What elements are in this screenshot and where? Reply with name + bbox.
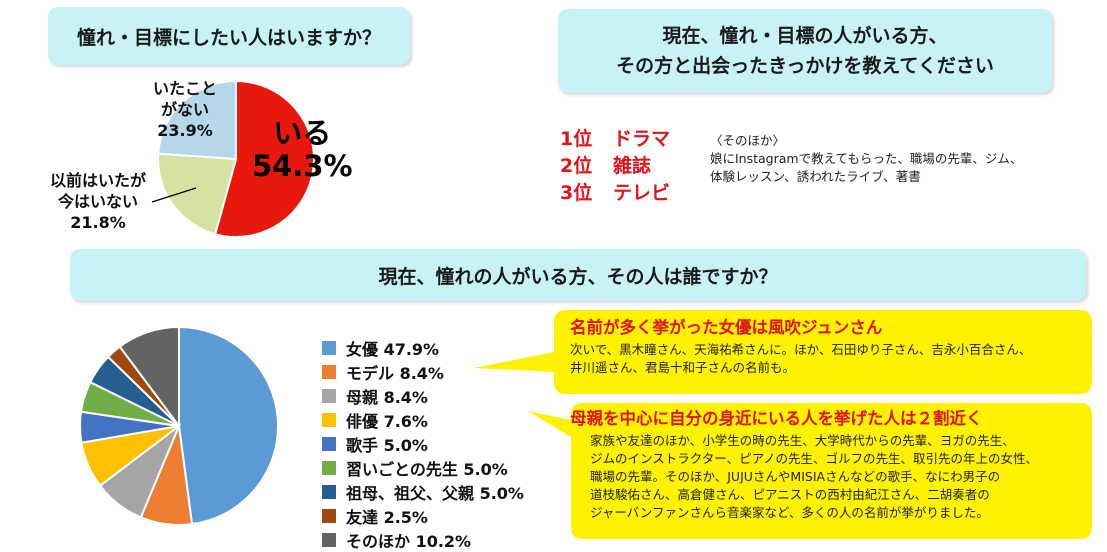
pie1-slice-1 — [157, 152, 238, 236]
callout-actress-line1: 次いで、黒木瞳さん、天海祐希さんに。ほか、石田ゆり子さん、吉永小百合さん、 — [570, 342, 1032, 357]
ranking-item-3: 3位 テレビ — [560, 178, 670, 205]
others-note: 〈そのほか〉 娘にInstagramで教えてもらった、職場の先輩、ジム、 体験レ… — [710, 132, 1070, 186]
legend-swatch — [322, 413, 336, 427]
legend-item-singer: 歌手 5.0% — [322, 432, 524, 456]
slice-label-never-pct: 23.9% — [157, 121, 213, 140]
legend-item-lesson-teacher: 習いごとの先生 5.0% — [322, 456, 524, 480]
callout-mother-title: 母親を中心に自分の身近にいる人を挙げた人は２割近く — [570, 409, 983, 428]
pie2-slice-7 — [106, 345, 180, 427]
callout-mother-line3: 職場の先輩。そのほか、JUJUさんやMISIAさんなどの歌手、なにわ男子の — [590, 469, 1001, 484]
question-header-3: 現在、憧れの人がいる方、その人は誰ですか？ — [70, 249, 1086, 301]
rank-position: 1位 — [560, 128, 593, 150]
callout-actress-title: 名前が多く挙がった女優は風吹ジュンさん — [570, 318, 883, 337]
callout-mother-line4: 道枝駿佑さん、高倉健さん、ピアニストの西村由紀江さん、二胡奏者の — [590, 487, 990, 502]
rank-name: テレビ — [613, 182, 671, 204]
legend-text: 俳優 7.6% — [346, 412, 428, 431]
legend-text: 母親 8.4% — [346, 388, 428, 407]
legend-text: 歌手 5.0% — [346, 436, 428, 455]
legend-swatch — [322, 341, 336, 355]
others-title: 〈そのほか〉 — [710, 133, 786, 148]
slice-label-never: いたこと がない 23.9% — [140, 78, 230, 141]
legend-text: そのほか 10.2% — [346, 532, 472, 551]
legend-text: モデル 8.4% — [346, 364, 444, 383]
others-line1: 娘にInstagramで教えてもらった、職場の先輩、ジム、 — [710, 151, 1023, 166]
rank-name: 雑誌 — [613, 155, 652, 177]
legend-item-actor: 俳優 7.6% — [322, 408, 524, 432]
slice-label-former-pct: 21.8% — [70, 213, 126, 232]
legend-item-friend: 友達 2.5% — [322, 504, 524, 528]
slice-label-former: 以前はいたが 今はいない 21.8% — [42, 170, 154, 233]
leader-line-former — [151, 187, 197, 203]
legend-swatch — [322, 533, 336, 547]
legend-item-mother: 母親 8.4% — [322, 384, 524, 408]
rank-position: 3位 — [560, 182, 593, 204]
slice-label-never-line2: がない — [160, 100, 209, 119]
pie2-slice-3 — [80, 425, 180, 488]
legend-text: 友達 2.5% — [346, 508, 428, 527]
question-2-line1: 現在、憧れ・目標の人がいる方、 — [662, 25, 948, 47]
question-2-line2: その方と出会ったきっかけを教えてください — [616, 55, 994, 77]
slice-label-former-line1: 以前はいたが — [49, 171, 146, 190]
pie2-slice-6 — [88, 355, 180, 427]
callout-actress: 名前が多く挙がった女優は風吹ジュンさん 次いで、黒木瞳さん、天海祐希さんに。ほか… — [570, 317, 1050, 377]
legend: 女優 47.9% モデル 8.4% 母親 8.4% 俳優 7.6% 歌手 5.0… — [322, 336, 524, 552]
pie2-slice-8 — [118, 325, 180, 430]
legend-item-actress: 女優 47.9% — [322, 336, 524, 360]
pie2-slice-0 — [178, 325, 279, 526]
ranking-item-2: 2位 雑誌 — [560, 151, 651, 178]
callout-mother-line5: ジャーバンファンさんら音楽家など、多くの人の名前が挙がりました。 — [590, 505, 989, 520]
question-3-text: 現在、憧れの人がいる方、その人は誰ですか？ — [378, 265, 778, 288]
rank-name: ドラマ — [613, 128, 671, 150]
slice-label-iru-name: いる — [273, 116, 332, 150]
legend-swatch — [322, 437, 336, 451]
question-header-1: 憧れ・目標にしたい人はいますか？ — [48, 7, 410, 65]
rank-position: 2位 — [560, 155, 593, 177]
legend-text: 女優 47.9% — [346, 340, 440, 359]
legend-swatch — [322, 389, 336, 403]
slice-label-never-line1: いたこと — [152, 79, 217, 98]
legend-item-other: そのほか 10.2% — [322, 528, 524, 552]
slice-label-iru-pct: 54.3% — [252, 149, 353, 183]
legend-swatch — [322, 485, 336, 499]
callout-actress-line2: 井川遥さん、君島十和子さんの名前も。 — [570, 360, 796, 375]
legend-swatch — [322, 365, 336, 379]
legend-text: 習いごとの先生 5.0% — [346, 460, 508, 479]
legend-text: 祖母、祖父、父親 5.0% — [346, 484, 524, 503]
legend-swatch — [322, 461, 336, 475]
pie2-slice-4 — [79, 410, 180, 444]
legend-item-family: 祖母、祖父、父親 5.0% — [322, 480, 524, 504]
pie2-slice-2 — [98, 422, 182, 519]
callout-mother: 母親を中心に自分の身近にいる人を挙げた人は２割近く 家族や友達のほか、小学生の時… — [570, 408, 1070, 522]
slice-label-iru: いる 54.3% — [252, 117, 353, 183]
pie2-slice-5 — [79, 380, 180, 427]
callout-mother-line2: ジムのインストラクター、ピアノの先生、ゴルフの先生、取引先の年上の女性、 — [590, 451, 1039, 466]
others-line2: 体験レッスン、誘われたライブ、著書 — [710, 169, 921, 184]
slice-label-former-line2: 今はいない — [57, 192, 138, 211]
callout-mother-line1: 家族や友達のほか、小学生の時の先生、大学時代からの先輩、ヨガの先生、 — [590, 433, 1015, 448]
question-1-text: 憧れ・目標にしたい人はいますか？ — [76, 26, 381, 49]
pie2-slice-1 — [139, 422, 194, 526]
question-header-2: 現在、憧れ・目標の人がいる方、 その方と出会ったきっかけを教えてください — [558, 9, 1052, 93]
ranking-item-1: 1位 ドラマ — [560, 124, 670, 151]
legend-item-model: モデル 8.4% — [322, 360, 524, 384]
legend-swatch — [322, 509, 336, 523]
